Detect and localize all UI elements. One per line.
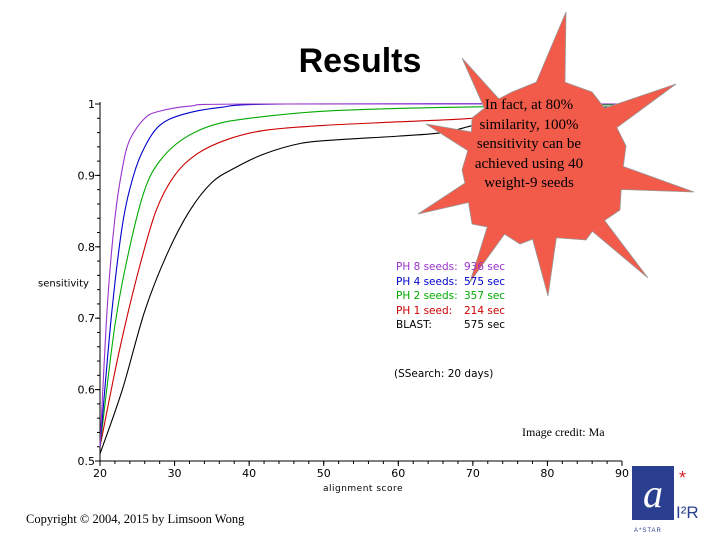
- x-tick-label: 90: [615, 467, 629, 480]
- logo-subtext: A*STAR: [634, 528, 662, 534]
- copyright-notice: Copyright © 2004, 2015 by Limsoon Wong: [26, 512, 245, 526]
- series-line-ph2: [99, 104, 623, 447]
- astar-logo: a * I²R A*STAR: [632, 466, 699, 534]
- x-tick-label: 40: [242, 467, 256, 480]
- legend-value: 214 sec: [464, 304, 506, 317]
- y-tick-label: 0.8: [78, 241, 96, 254]
- callout-starburst-shape: [417, 11, 695, 297]
- page-title: Results: [298, 42, 422, 80]
- legend-label: BLAST:: [396, 319, 432, 331]
- x-tick-label: 50: [317, 467, 331, 480]
- x-tick-label: 80: [540, 467, 554, 480]
- image-credit: Image credit: Ma: [522, 425, 605, 439]
- y-tick-label: 0.6: [78, 384, 96, 397]
- legend-label: PH 1 seed:: [396, 304, 453, 317]
- legend-value: 936 sec: [464, 261, 506, 273]
- legend-label: PH 8 seeds:: [396, 261, 458, 273]
- logo-text: I²R: [676, 503, 699, 522]
- legend-value: 575 sec: [464, 319, 506, 331]
- legend-label: PH 4 seeds:: [396, 275, 458, 288]
- logo-star-icon: *: [679, 468, 686, 488]
- y-tick-label: 0.5: [78, 455, 96, 468]
- y-tick-label: 0.9: [78, 169, 96, 182]
- logo-block: [632, 466, 674, 520]
- x-axis-label: alignment score: [323, 484, 403, 494]
- legend-entry-ph8: PH 8 seeds: 936 sec: [396, 260, 505, 275]
- logo-glyph: a: [643, 471, 663, 516]
- x-tick-label: 70: [466, 467, 480, 480]
- series-line-ph8: [99, 103, 623, 447]
- y-tick-label: 1: [88, 98, 95, 111]
- x-tick-label: 60: [391, 467, 405, 480]
- x-tick-label: 20: [93, 467, 107, 480]
- x-tick-label: 30: [168, 467, 182, 480]
- chart-legend: PH 8 seeds: 936 sec PH 4 seeds: 575 sec PH…: [396, 260, 505, 333]
- legend-label: PH 2 seeds:: [396, 290, 458, 302]
- legend-entry-blast: BLAST: 575 sec: [396, 318, 505, 333]
- legend-entry-ph1: PH 1 seed: 214 sec: [396, 304, 505, 319]
- y-axis-label: sensitivity: [38, 279, 89, 290]
- y-tick-label: 0.7: [78, 312, 96, 325]
- legend-value: 357 sec: [464, 290, 506, 302]
- ssearch-note: (SSearch: 20 days): [394, 368, 494, 380]
- legend-entry-ph2: PH 2 seeds: 357 sec: [396, 289, 505, 304]
- legend-entry-ph4: PH 4 seeds: 575 sec: [396, 275, 505, 290]
- callout-text: In fact, at 80% similarity, 100% sensiti…: [474, 97, 584, 191]
- legend-value: 575 sec: [464, 275, 506, 288]
